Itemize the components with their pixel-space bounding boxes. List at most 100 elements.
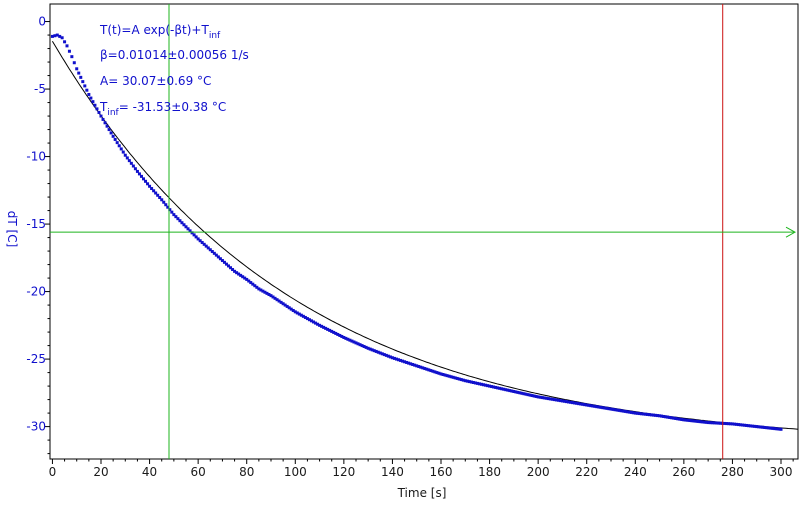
data-point xyxy=(587,403,591,407)
data-point xyxy=(510,389,514,393)
data-point xyxy=(233,269,237,273)
data-point xyxy=(514,390,518,394)
data-point xyxy=(609,407,613,411)
data-point xyxy=(615,408,619,412)
data-point xyxy=(168,208,172,212)
data-point xyxy=(380,352,384,356)
data-point xyxy=(227,264,230,268)
data-point xyxy=(358,343,362,347)
x-tick-label: 60 xyxy=(191,465,206,479)
data-point xyxy=(508,389,512,393)
data-point xyxy=(401,359,405,363)
data-point xyxy=(174,215,178,219)
data-point xyxy=(392,356,396,360)
data-point xyxy=(453,376,457,380)
data-point xyxy=(613,408,617,412)
x-tick-label: 0 xyxy=(49,465,57,479)
data-point xyxy=(210,250,214,254)
data-point xyxy=(518,391,522,395)
data-point xyxy=(160,198,164,202)
data-point xyxy=(111,134,115,138)
data-point xyxy=(528,393,532,397)
data-point xyxy=(220,259,224,263)
data-point xyxy=(91,100,95,104)
data-point xyxy=(382,353,386,357)
data-point xyxy=(305,317,309,321)
data-point xyxy=(146,182,150,186)
data-point xyxy=(249,281,253,285)
data-point xyxy=(512,389,516,393)
x-tick-label: 80 xyxy=(239,465,254,479)
data-point xyxy=(322,325,326,329)
data-point xyxy=(55,33,59,37)
data-point xyxy=(465,379,469,383)
y-tick-label: -20 xyxy=(26,285,46,299)
data-point xyxy=(340,334,344,338)
data-point xyxy=(344,336,348,340)
data-point xyxy=(496,386,500,390)
data-point xyxy=(243,276,247,280)
data-point xyxy=(425,367,429,371)
data-point xyxy=(281,302,285,306)
data-point xyxy=(643,412,647,416)
data-point xyxy=(530,394,534,398)
data-point xyxy=(593,404,597,408)
data-point xyxy=(115,141,119,145)
data-point xyxy=(105,124,109,128)
data-point xyxy=(457,377,461,381)
data-point xyxy=(415,364,419,368)
x-tick-label: 260 xyxy=(672,465,695,479)
data-point xyxy=(271,295,275,299)
data-point xyxy=(556,398,560,402)
data-point xyxy=(239,273,243,277)
data-point xyxy=(779,427,783,431)
data-point xyxy=(356,342,360,346)
data-point xyxy=(368,347,372,351)
data-point xyxy=(538,395,542,399)
data-point xyxy=(498,386,502,390)
data-point xyxy=(575,401,579,405)
data-point xyxy=(571,401,575,405)
data-point xyxy=(536,395,540,399)
data-point xyxy=(214,253,218,257)
data-point xyxy=(83,84,87,88)
data-point xyxy=(479,382,483,386)
data-point xyxy=(188,229,192,233)
data-point xyxy=(581,402,585,406)
data-point xyxy=(641,412,645,416)
data-point xyxy=(253,284,257,288)
data-point xyxy=(95,107,99,111)
data-point xyxy=(737,423,740,427)
data-point xyxy=(658,414,662,418)
data-point xyxy=(647,413,651,417)
x-tick-label: 120 xyxy=(332,465,355,479)
data-point xyxy=(558,399,562,403)
data-point xyxy=(324,326,328,330)
data-point xyxy=(732,422,736,426)
data-point xyxy=(759,425,763,429)
data-point xyxy=(291,308,295,312)
arrow-icon xyxy=(785,226,797,238)
data-point xyxy=(336,332,340,336)
plot-frame xyxy=(49,3,799,460)
data-point xyxy=(649,413,653,417)
data-point xyxy=(269,294,273,298)
data-point xyxy=(198,239,202,243)
data-point xyxy=(192,233,196,237)
data-point xyxy=(394,357,398,361)
data-point xyxy=(712,421,716,425)
data-point xyxy=(710,421,714,425)
data-point xyxy=(631,411,635,415)
data-point xyxy=(771,426,775,430)
data-point xyxy=(287,306,291,310)
data-point xyxy=(366,346,370,350)
data-point xyxy=(765,426,769,430)
data-point xyxy=(619,409,623,413)
data-point xyxy=(439,372,443,376)
data-point xyxy=(718,421,722,425)
data-point xyxy=(125,156,129,160)
data-point xyxy=(372,349,376,353)
data-point xyxy=(235,271,239,275)
data-point xyxy=(506,388,510,392)
